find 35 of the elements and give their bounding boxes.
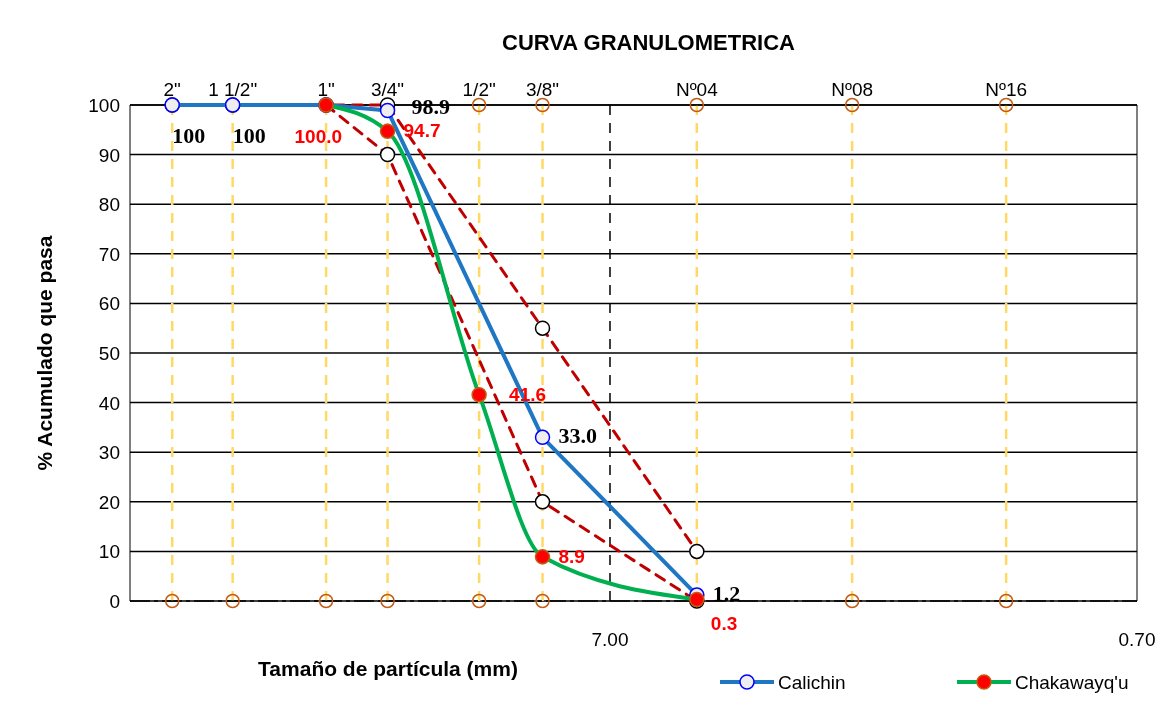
data-label: 100.0 [294,126,343,147]
annotation: 1/2" [462,79,496,100]
y-tick-label: 100 [88,95,120,116]
annotation: 1" [317,79,335,100]
y-tick-label: 0 [109,591,120,612]
y-tick-label: 90 [98,144,120,166]
y-axis-title: % Acumulado que pasa [33,235,56,471]
annotation: 3/8" [525,79,560,100]
y-tick-label: 10 [98,541,120,563]
annotation: 2" [163,79,181,100]
annotation: 3/4" [370,79,405,100]
data-label: 8.9 [558,545,585,567]
y-tick-label: 30 [98,442,120,464]
legend-label: Calichin [778,672,846,693]
y-tick-label: 50 [98,343,120,364]
chart-title: CURVA GRANULOMETRICA [502,30,796,55]
annotation: Nº08 [831,79,874,100]
y-tick-label: 40 [98,392,120,414]
y-tick-label: 80 [98,194,120,216]
annotation: 1 1/2" [208,79,258,100]
legend-label: Chakawayq'u [1015,672,1129,693]
annotation: Nº04 [675,79,719,100]
data-label: 1.2 [712,581,741,607]
data-label: 100 [172,123,206,148]
x-tick-label: 7.00 [591,629,629,650]
y-tick-label: 20 [98,491,120,513]
x-tick-label: 0.70 [1118,629,1156,650]
y-tick-label: 60 [98,293,120,315]
data-label: 33.0 [558,423,598,449]
data-label: 0.3 [710,612,738,634]
y-tick-label: 70 [98,243,120,265]
x-axis-title: Tamaño de partícula (mm) [258,657,518,680]
annotation: Nº16 [985,79,1028,100]
data-label: 94.7 [403,120,441,142]
data-label: 100 [232,123,266,148]
